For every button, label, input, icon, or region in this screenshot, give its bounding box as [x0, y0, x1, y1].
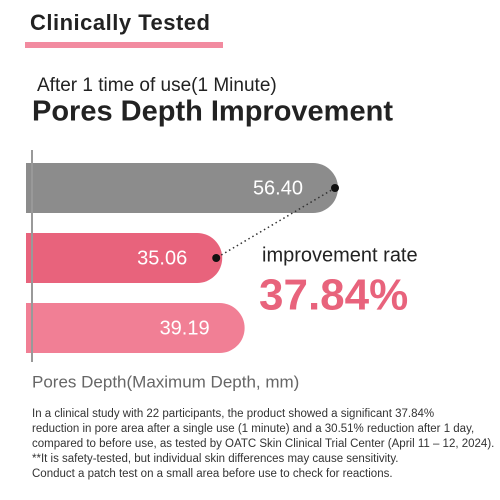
bar — [26, 233, 223, 283]
x-axis-label: Pores Depth(Maximum Depth, mm) — [32, 372, 299, 391]
connector — [215, 187, 336, 259]
bar — [26, 303, 245, 353]
footnote: In a clinical study with 22 participants… — [32, 408, 494, 480]
improvement-rate: 37.84% — [259, 271, 408, 320]
value-label: 35.06 — [137, 247, 187, 269]
footnote-line: reduction in pore area after a single us… — [32, 423, 474, 435]
footnote-line: compared to before use, as tested by OAT… — [32, 438, 494, 450]
footnote-line: Conduct a patch test on a small area bef… — [32, 468, 393, 480]
bar — [26, 163, 338, 213]
connector-dot — [331, 184, 339, 192]
footnote-line: **It is safety-tested, but individual sk… — [32, 453, 398, 465]
chart-title: Pores Depth Improvement — [32, 96, 393, 128]
value-label: 56.40 — [253, 177, 303, 199]
subtitle: After 1 time of use(1 Minute) — [37, 75, 277, 96]
footnote-line: In a clinical study with 22 participants… — [32, 408, 434, 420]
header-underline — [25, 42, 223, 48]
annotation: improvement rate — [262, 244, 418, 266]
connector-dot — [212, 254, 221, 262]
header: Clinically Tested — [30, 10, 210, 35]
value-label: 39.19 — [160, 317, 210, 339]
